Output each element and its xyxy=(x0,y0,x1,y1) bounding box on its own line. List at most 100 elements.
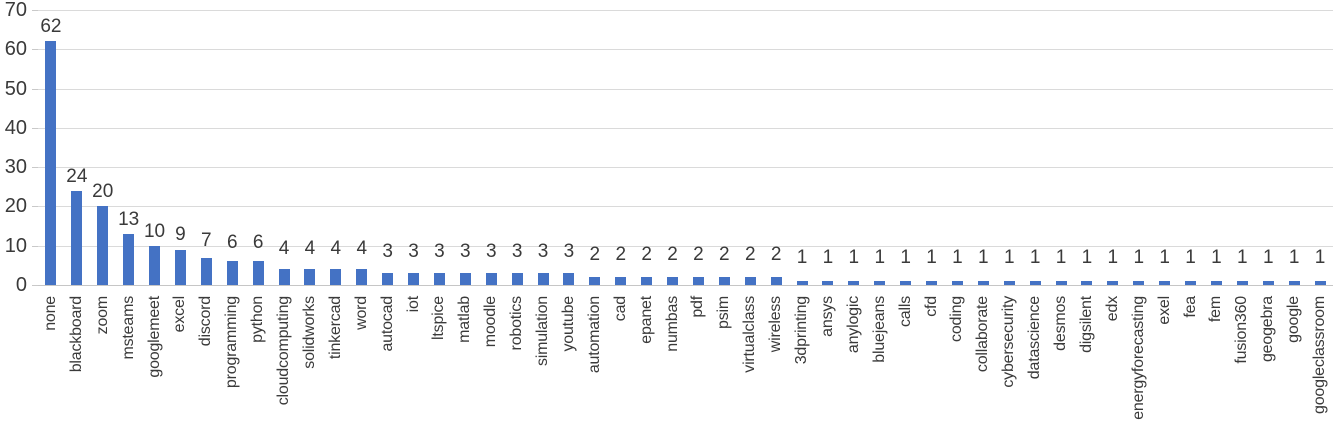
bar-value-label: 1 xyxy=(1262,247,1274,269)
y-axis-tick xyxy=(32,285,38,286)
bar-value-label: 2 xyxy=(744,244,756,266)
bar xyxy=(226,261,238,285)
bar xyxy=(356,269,368,285)
y-axis-tick-label: 10 xyxy=(4,234,27,257)
bar-value-label: 1 xyxy=(1029,247,1041,269)
x-axis-category-label: cybersecurity xyxy=(1000,296,1018,388)
bar xyxy=(149,245,161,285)
bar xyxy=(537,273,549,285)
bar xyxy=(278,269,290,285)
x-axis-category-label: word xyxy=(352,296,370,330)
bar xyxy=(330,269,342,285)
x-axis-category-label: fea xyxy=(1181,296,1199,318)
y-axis-tick xyxy=(32,127,38,129)
bar xyxy=(874,281,886,285)
bar xyxy=(1159,281,1171,285)
x-axis-category-label: digsilent xyxy=(1077,296,1095,353)
x-axis-category-label: virtualclass xyxy=(741,296,759,373)
x-axis-category-label: solidworks xyxy=(300,296,318,369)
x-axis-category-label: googleclassroom xyxy=(1311,296,1329,414)
x-axis-category-label: cfd xyxy=(922,296,940,317)
bar xyxy=(667,277,679,285)
x-axis-category-label: calls xyxy=(896,296,914,328)
x-axis-category-label: coding xyxy=(948,296,966,342)
bar-value-label: 1 xyxy=(822,247,834,269)
bar xyxy=(900,281,912,285)
x-axis-category-label: epanet xyxy=(637,296,655,344)
x-axis-category-label: moodle xyxy=(482,296,500,348)
bar xyxy=(589,277,601,285)
bar-value-label: 3 xyxy=(485,241,497,263)
bar xyxy=(200,257,212,285)
bar-value-label: 1 xyxy=(1055,247,1067,269)
bar-value-label: 1 xyxy=(926,247,937,269)
x-axis-category-label: ansys xyxy=(818,296,836,337)
bar xyxy=(71,190,83,285)
y-axis-tick xyxy=(32,49,38,51)
gridline xyxy=(38,49,1333,51)
gridline xyxy=(38,206,1333,208)
bar xyxy=(1055,281,1067,285)
bar-value-label: 6 xyxy=(226,232,238,254)
bar xyxy=(252,261,264,285)
bar-value-label: 6 xyxy=(252,232,264,254)
bar xyxy=(796,281,808,285)
bar xyxy=(1107,281,1119,285)
bar xyxy=(511,273,523,285)
y-axis-tick xyxy=(32,167,38,169)
bar-value-label: 4 xyxy=(330,238,342,260)
bar xyxy=(1314,281,1326,285)
x-axis-category-label: python xyxy=(249,296,267,343)
y-axis-tick-label: 40 xyxy=(4,116,27,139)
y-axis-tick-label: 70 xyxy=(4,0,27,21)
x-axis-category-label: programming xyxy=(223,296,241,389)
bar-value-label: 4 xyxy=(278,238,290,260)
y-axis-tick xyxy=(32,10,38,11)
bar xyxy=(1236,281,1248,285)
bar xyxy=(1185,281,1197,285)
x-axis-category-label: googlemeet xyxy=(145,296,163,378)
bar-value-label: 2 xyxy=(770,244,782,266)
bar xyxy=(97,206,109,285)
gridline xyxy=(38,245,1333,247)
x-axis-category-label: robotics xyxy=(508,296,526,351)
bar xyxy=(1288,281,1300,285)
bar xyxy=(1210,281,1222,285)
bar xyxy=(848,281,860,285)
x-axis-category-label: wireless xyxy=(767,296,785,353)
bar-value-label: 1 xyxy=(1237,247,1248,269)
bar xyxy=(1003,281,1015,285)
x-axis-category-label: none xyxy=(41,296,59,331)
bar-value-label: 3 xyxy=(563,241,575,263)
bar-value-label: 2 xyxy=(719,244,730,266)
x-axis-category-label: google xyxy=(1285,296,1303,343)
bar-value-label: 1 xyxy=(1107,247,1119,269)
bar xyxy=(304,269,316,285)
y-axis-tick xyxy=(32,245,38,247)
x-axis-category-label: bluejeans xyxy=(870,296,888,363)
bar-value-label: 20 xyxy=(92,181,114,203)
bar xyxy=(1262,281,1274,285)
bar-value-label: 3 xyxy=(382,241,393,263)
bar xyxy=(744,277,756,285)
x-axis-category-label: iot xyxy=(404,296,422,313)
x-axis-category-label: cad xyxy=(611,296,629,322)
gridline xyxy=(38,88,1333,90)
bar-value-label: 2 xyxy=(641,244,652,266)
bar-value-label: 2 xyxy=(589,244,601,266)
bar xyxy=(1029,281,1041,285)
bar xyxy=(123,233,135,285)
bar-value-label: 3 xyxy=(537,241,549,263)
bar-value-label: 1 xyxy=(900,247,911,269)
bar-value-label: 10 xyxy=(143,220,166,242)
x-axis-category-label: edx xyxy=(1103,296,1121,322)
x-axis-category-label: youtube xyxy=(559,296,577,352)
bar xyxy=(615,277,627,285)
y-axis-tick-label: 30 xyxy=(4,156,27,179)
bar xyxy=(382,273,394,285)
bar xyxy=(1081,281,1093,285)
x-axis-category-label: pdf xyxy=(689,296,707,318)
bar-value-label: 62 xyxy=(40,16,62,38)
x-axis-category-label: matlab xyxy=(456,296,474,343)
gridline xyxy=(38,10,1333,11)
